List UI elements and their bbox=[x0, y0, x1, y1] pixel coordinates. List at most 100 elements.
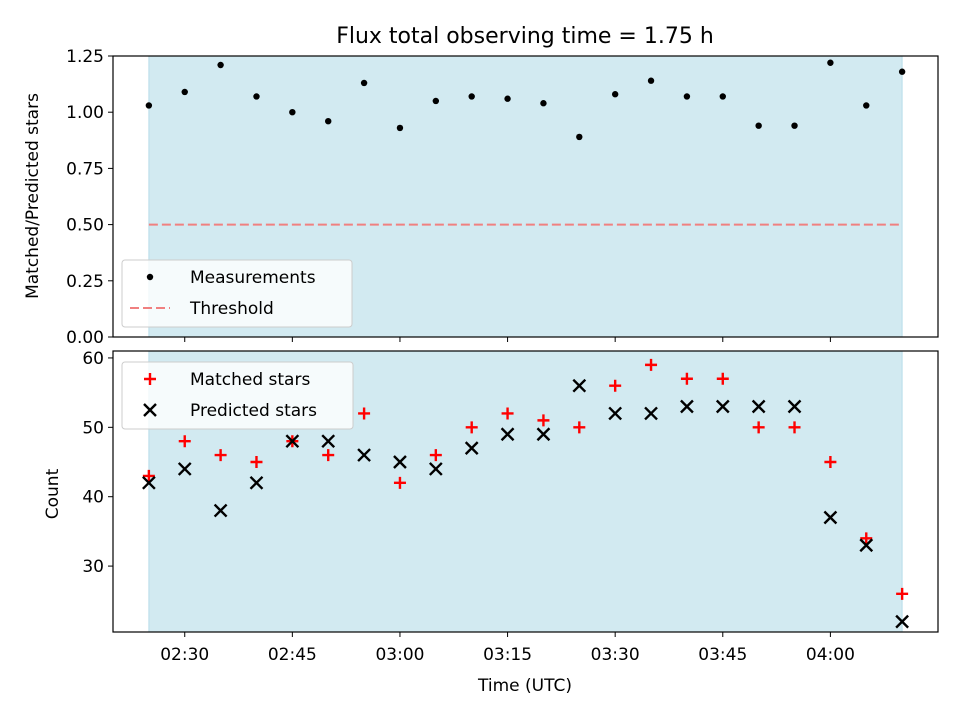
predicted-star-point bbox=[500, 427, 515, 442]
bottom-y-tick-label: 50 bbox=[82, 418, 104, 438]
predicted-star-point bbox=[213, 503, 228, 518]
bottom-axes-frame bbox=[112, 350, 939, 633]
top-y-tick-label: 0.00 bbox=[66, 328, 104, 348]
top-legend-box bbox=[121, 259, 353, 328]
legend-predicted-swatch bbox=[143, 403, 157, 417]
predicted-star-point bbox=[644, 406, 658, 421]
x-tick-label: 03:15 bbox=[483, 645, 532, 665]
measurement-point bbox=[181, 88, 188, 96]
matched-star-point bbox=[393, 476, 406, 489]
bottom-y-tick-label: 30 bbox=[82, 557, 104, 577]
legend-label: Matched stars bbox=[190, 370, 310, 390]
measurement-point bbox=[791, 122, 798, 129]
measurement-point bbox=[540, 100, 547, 107]
measurement-point bbox=[145, 102, 153, 109]
matched-star-point bbox=[501, 407, 514, 420]
matched-star-point bbox=[716, 372, 729, 385]
predicted-star-point bbox=[357, 448, 371, 462]
measurement-point bbox=[755, 122, 762, 129]
legend-label: Threshold bbox=[189, 299, 274, 319]
predicted-star-point bbox=[428, 462, 443, 476]
predicted-star-point bbox=[249, 475, 264, 490]
predicted-star-point bbox=[680, 399, 694, 414]
predicted-star-point bbox=[536, 427, 551, 442]
top-y-tick-label: 0.25 bbox=[66, 272, 104, 292]
legend-label: Predicted stars bbox=[190, 401, 317, 421]
measurement-point bbox=[863, 102, 870, 109]
measurement-point bbox=[253, 93, 260, 100]
matched-star-point bbox=[680, 372, 693, 385]
measurement-point bbox=[217, 61, 224, 69]
predicted-star-point bbox=[787, 399, 802, 414]
predicted-star-point bbox=[142, 475, 156, 490]
measurement-point bbox=[719, 93, 726, 100]
matched-star-point bbox=[573, 421, 586, 434]
matched-star-point bbox=[465, 421, 478, 434]
matched-star-point bbox=[429, 449, 442, 462]
matched-star-point bbox=[142, 469, 155, 482]
bottom-y-tick-label: 40 bbox=[82, 488, 104, 508]
predicted-star-point bbox=[895, 614, 909, 629]
bottom-y-tick-label: 60 bbox=[82, 349, 104, 369]
x-tick-label: 02:45 bbox=[268, 645, 317, 665]
top-legend: Measurements Threshold bbox=[121, 259, 353, 328]
x-tick-label: 04:00 bbox=[806, 645, 855, 665]
x-tick-label: 02:30 bbox=[160, 645, 209, 665]
matched-star-point bbox=[358, 407, 371, 420]
x-tick-label: 03:30 bbox=[591, 645, 640, 665]
predicted-star-point bbox=[177, 462, 192, 476]
measurement-point bbox=[898, 68, 906, 75]
top-y-tick-label: 0.50 bbox=[66, 216, 104, 236]
measurement-point bbox=[360, 79, 368, 87]
matched-star-point bbox=[178, 435, 191, 448]
chart-title: Flux total observing time = 1.75 h bbox=[336, 24, 714, 49]
measurement-point bbox=[289, 109, 296, 116]
x-tick-label: 03:00 bbox=[375, 645, 424, 665]
measurement-point bbox=[647, 77, 655, 84]
measurement-point bbox=[611, 91, 619, 98]
predicted-star-point bbox=[859, 538, 874, 553]
matched-star-point bbox=[537, 414, 550, 427]
top-y-tick-label: 0.75 bbox=[66, 159, 104, 179]
measurement-point bbox=[396, 124, 404, 132]
matched-star-point bbox=[752, 421, 765, 434]
predicted-star-point bbox=[572, 378, 587, 393]
matched-star-point bbox=[824, 456, 837, 469]
bottom-y-axis-label: Count bbox=[43, 468, 63, 519]
top-axes-frame bbox=[112, 55, 939, 338]
legend-matched-swatch bbox=[144, 373, 156, 385]
matched-star-point bbox=[896, 587, 909, 600]
legend-measurement-swatch bbox=[146, 273, 154, 281]
predicted-star-point bbox=[751, 399, 766, 414]
matched-star-point bbox=[609, 379, 622, 392]
predicted-star-point bbox=[285, 434, 300, 449]
measurement-point bbox=[576, 133, 583, 141]
predicted-star-point bbox=[321, 434, 336, 449]
plot-layer: 0.00 0.25 0.50 0.75 1.00 1.25 30 40 50 60 02:30 02:… bbox=[66, 47, 939, 665]
bottom-legend: Matched stars Predicted stars bbox=[121, 361, 354, 430]
measurement-point bbox=[325, 117, 332, 125]
legend-label: Measurements bbox=[190, 268, 316, 288]
top-y-tick-label: 1.25 bbox=[66, 47, 104, 67]
matched-star-point bbox=[214, 449, 227, 462]
measurement-point bbox=[468, 93, 475, 100]
matched-star-point bbox=[860, 532, 873, 545]
measurement-point bbox=[827, 59, 834, 66]
bottom-legend-box bbox=[121, 361, 354, 430]
matched-star-point bbox=[322, 449, 335, 462]
matched-star-point bbox=[250, 456, 263, 469]
predicted-star-point bbox=[823, 510, 838, 525]
measurement-point bbox=[683, 93, 691, 100]
measurement-point bbox=[432, 97, 440, 105]
top-y-axis-label: Matched/Predicted stars bbox=[23, 93, 43, 299]
measurement-point bbox=[504, 95, 511, 102]
predicted-star-point bbox=[464, 441, 479, 455]
predicted-star-point bbox=[393, 455, 407, 469]
x-tick-label: 03:45 bbox=[698, 645, 747, 665]
predicted-star-point bbox=[608, 406, 623, 421]
matched-star-point bbox=[645, 358, 658, 371]
predicted-star-point bbox=[715, 399, 730, 414]
top-y-tick-label: 1.00 bbox=[66, 103, 104, 123]
